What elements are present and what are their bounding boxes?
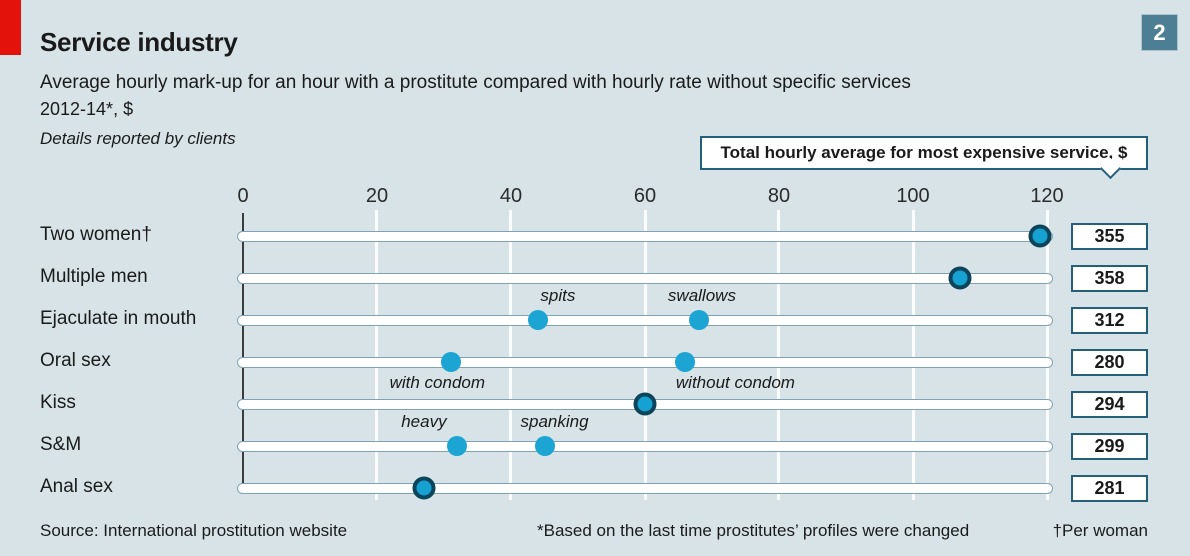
data-point [633,392,657,416]
x-tick-label: 60 [633,185,657,207]
row-label: S&M [40,434,82,455]
row-label: Ejaculate in mouth [40,308,197,329]
data-point [447,436,468,456]
chart-details-note: Details reported by clients [40,129,236,148]
service-bar [237,440,1053,452]
data-point [412,476,436,500]
data-point [534,436,555,456]
chart-subtitle: Average hourly mark-up for an hour with … [40,72,911,93]
plot-area: 0 20 40 60 80 100 120 spits swallows with condom w… [237,0,1064,556]
value-box: 312 [1071,306,1148,334]
x-tick-label: 20 [365,185,389,207]
value-box: 355 [1071,222,1148,250]
data-point [688,310,709,330]
x-tick-label: 40 [499,185,523,207]
x-tick-label: 80 [767,185,791,207]
data-point [527,310,548,330]
gridline [911,210,915,500]
x-tick-label: 100 [896,185,930,207]
data-point [1028,224,1052,248]
service-bar [237,314,1053,326]
row-label: Kiss [40,392,76,413]
annotation-label: heavy [401,412,447,431]
brand-red-tab [0,0,21,55]
data-point [948,266,972,290]
row-label: Multiple men [40,266,148,287]
annotation-label: spits [540,286,576,305]
x-axis-line [242,213,244,490]
data-point [675,352,696,372]
x-tick-label: 120 [1030,185,1064,207]
gridline [1045,210,1049,500]
footnote-asterisk: *Based on the last time prostitutes’ pro… [537,521,970,540]
footnote-dagger: †Per woman [1052,521,1148,540]
row-label: Anal sex [40,476,113,497]
row-label: Oral sex [40,350,111,371]
gridline [375,210,379,500]
annotation-label: spanking [520,412,589,431]
chart-unit-line: 2012-14*, $ [40,99,134,119]
row-label: Two women† [40,224,152,245]
figure-number-badge: 2 [1141,14,1178,51]
value-box: 280 [1071,348,1148,376]
gridline [509,210,513,500]
x-tick-label: 0 [237,185,249,207]
chart-title: Service industry [40,27,238,57]
data-point [440,352,461,372]
gridline [643,210,647,500]
value-box: 299 [1071,432,1148,460]
annotation-label: swallows [667,286,736,305]
service-bar [237,356,1053,368]
gridline [777,210,781,500]
source-note: Source: International prostitution websi… [40,521,348,540]
annotation-label: without condom [675,373,795,392]
value-box: 358 [1071,264,1148,292]
annotation-label: with condom [389,373,486,392]
value-box: 294 [1071,390,1148,418]
value-box: 281 [1071,474,1148,502]
service-bar [237,230,1053,242]
callout-label: Total hourly average for most expensive … [700,136,1148,170]
service-bar [237,272,1053,284]
service-bar [237,482,1053,494]
